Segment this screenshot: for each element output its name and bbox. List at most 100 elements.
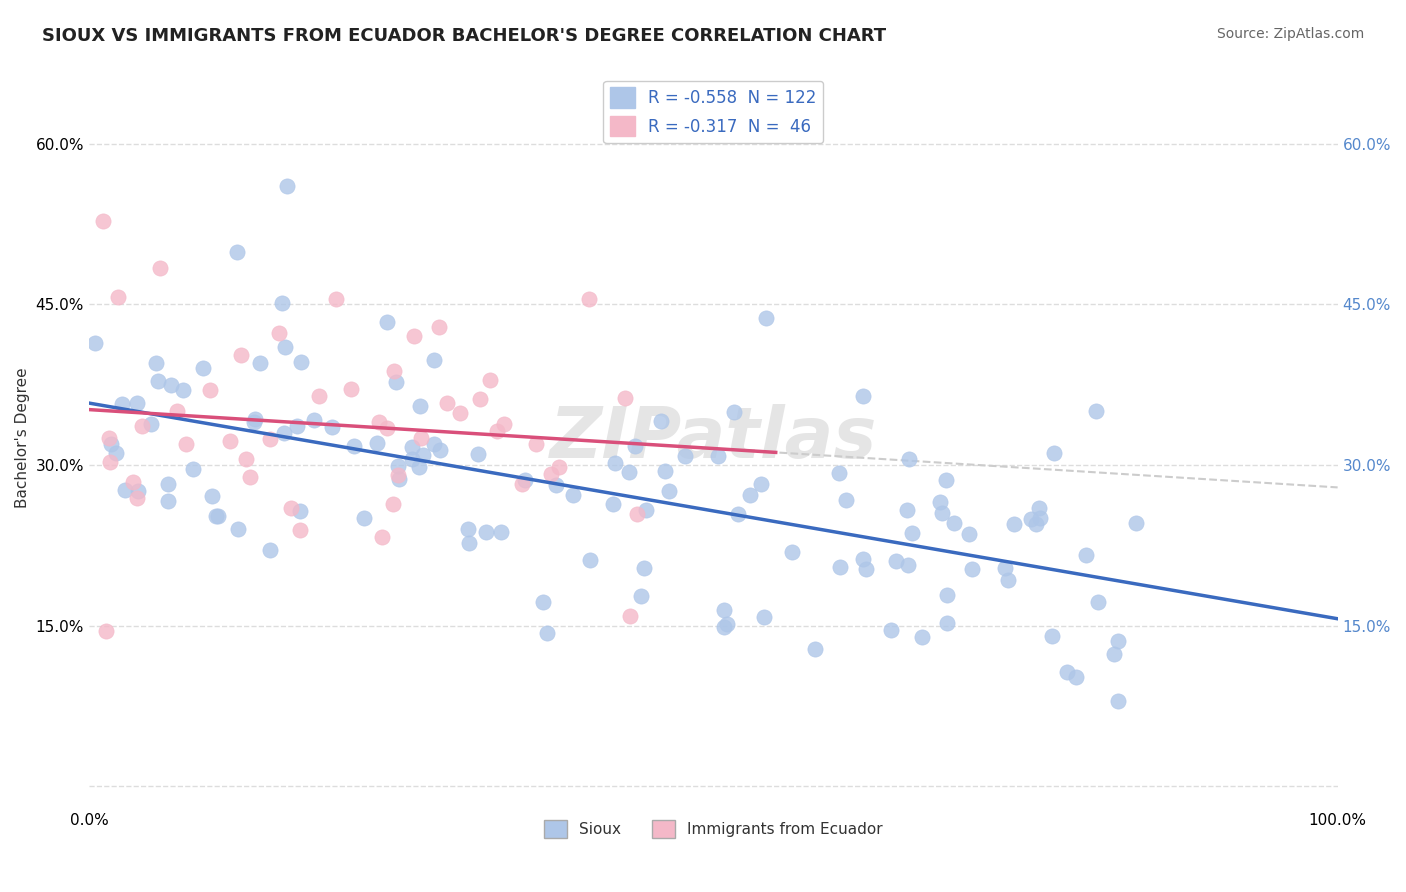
Point xyxy=(235,451,257,466)
Point xyxy=(371,530,394,544)
Point xyxy=(524,436,547,450)
Point xyxy=(804,641,827,656)
Point xyxy=(852,389,875,403)
Point xyxy=(900,525,922,540)
Point xyxy=(650,414,672,428)
Point xyxy=(157,494,180,508)
Point xyxy=(274,340,297,354)
Point xyxy=(201,489,224,503)
Point xyxy=(855,562,877,576)
Point xyxy=(1074,548,1097,562)
Point xyxy=(388,472,411,486)
Point xyxy=(423,437,446,451)
Point xyxy=(658,483,681,498)
Point xyxy=(943,516,966,530)
Point xyxy=(229,348,252,362)
Point xyxy=(149,260,172,275)
Point xyxy=(382,363,405,377)
Point xyxy=(994,560,1017,574)
Point xyxy=(935,473,957,487)
Point xyxy=(139,417,162,432)
Point xyxy=(285,418,308,433)
Point xyxy=(623,438,645,452)
Point xyxy=(896,558,918,572)
Point xyxy=(408,459,430,474)
Point xyxy=(630,590,652,604)
Point xyxy=(259,432,281,446)
Point xyxy=(749,476,772,491)
Point xyxy=(936,588,959,602)
Point xyxy=(1040,629,1063,643)
Point xyxy=(107,290,129,304)
Point xyxy=(436,396,458,410)
Point xyxy=(634,502,657,516)
Point xyxy=(243,412,266,426)
Point xyxy=(1002,517,1025,532)
Point xyxy=(100,437,122,451)
Point xyxy=(91,213,114,227)
Text: ZIPatlas: ZIPatlas xyxy=(550,404,877,473)
Point xyxy=(468,392,491,406)
Point xyxy=(249,355,271,369)
Point xyxy=(267,326,290,340)
Point xyxy=(111,397,134,411)
Point xyxy=(578,292,600,306)
Point xyxy=(633,561,655,575)
Point xyxy=(259,542,281,557)
Point xyxy=(181,462,204,476)
Point xyxy=(713,620,735,634)
Point xyxy=(1028,501,1050,516)
Point xyxy=(513,473,536,487)
Point xyxy=(271,296,294,310)
Point xyxy=(377,421,399,435)
Point xyxy=(131,419,153,434)
Point xyxy=(423,353,446,368)
Point xyxy=(193,361,215,376)
Point xyxy=(673,450,696,464)
Point xyxy=(835,492,858,507)
Point xyxy=(492,417,515,431)
Point xyxy=(654,464,676,478)
Point xyxy=(409,432,432,446)
Point xyxy=(997,573,1019,587)
Point xyxy=(290,355,312,369)
Point xyxy=(449,406,471,420)
Point xyxy=(308,389,330,403)
Point xyxy=(205,508,228,523)
Point xyxy=(579,553,602,567)
Point xyxy=(228,522,250,536)
Point xyxy=(458,536,481,550)
Point xyxy=(536,626,558,640)
Point xyxy=(562,488,585,502)
Point xyxy=(716,617,738,632)
Point xyxy=(83,335,105,350)
Point xyxy=(1087,594,1109,608)
Point xyxy=(339,382,361,396)
Point xyxy=(617,465,640,479)
Point xyxy=(740,488,762,502)
Text: Source: ZipAtlas.com: Source: ZipAtlas.com xyxy=(1216,27,1364,41)
Point xyxy=(540,467,562,481)
Point xyxy=(1085,404,1108,418)
Point xyxy=(531,595,554,609)
Point xyxy=(929,495,952,509)
Point xyxy=(1064,670,1087,684)
Point xyxy=(409,400,432,414)
Point xyxy=(122,475,145,490)
Point xyxy=(342,438,364,452)
Point xyxy=(491,525,513,540)
Point xyxy=(935,616,957,631)
Point xyxy=(510,476,533,491)
Point xyxy=(321,419,343,434)
Point xyxy=(1043,445,1066,459)
Point xyxy=(273,425,295,440)
Text: SIOUX VS IMMIGRANTS FROM ECUADOR BACHELOR'S DEGREE CORRELATION CHART: SIOUX VS IMMIGRANTS FROM ECUADOR BACHELO… xyxy=(42,27,886,45)
Point xyxy=(626,507,648,521)
Point xyxy=(602,497,624,511)
Point xyxy=(98,455,121,469)
Point xyxy=(429,443,451,458)
Point xyxy=(207,508,229,523)
Point xyxy=(94,624,117,638)
Point xyxy=(1025,516,1047,531)
Point xyxy=(125,396,148,410)
